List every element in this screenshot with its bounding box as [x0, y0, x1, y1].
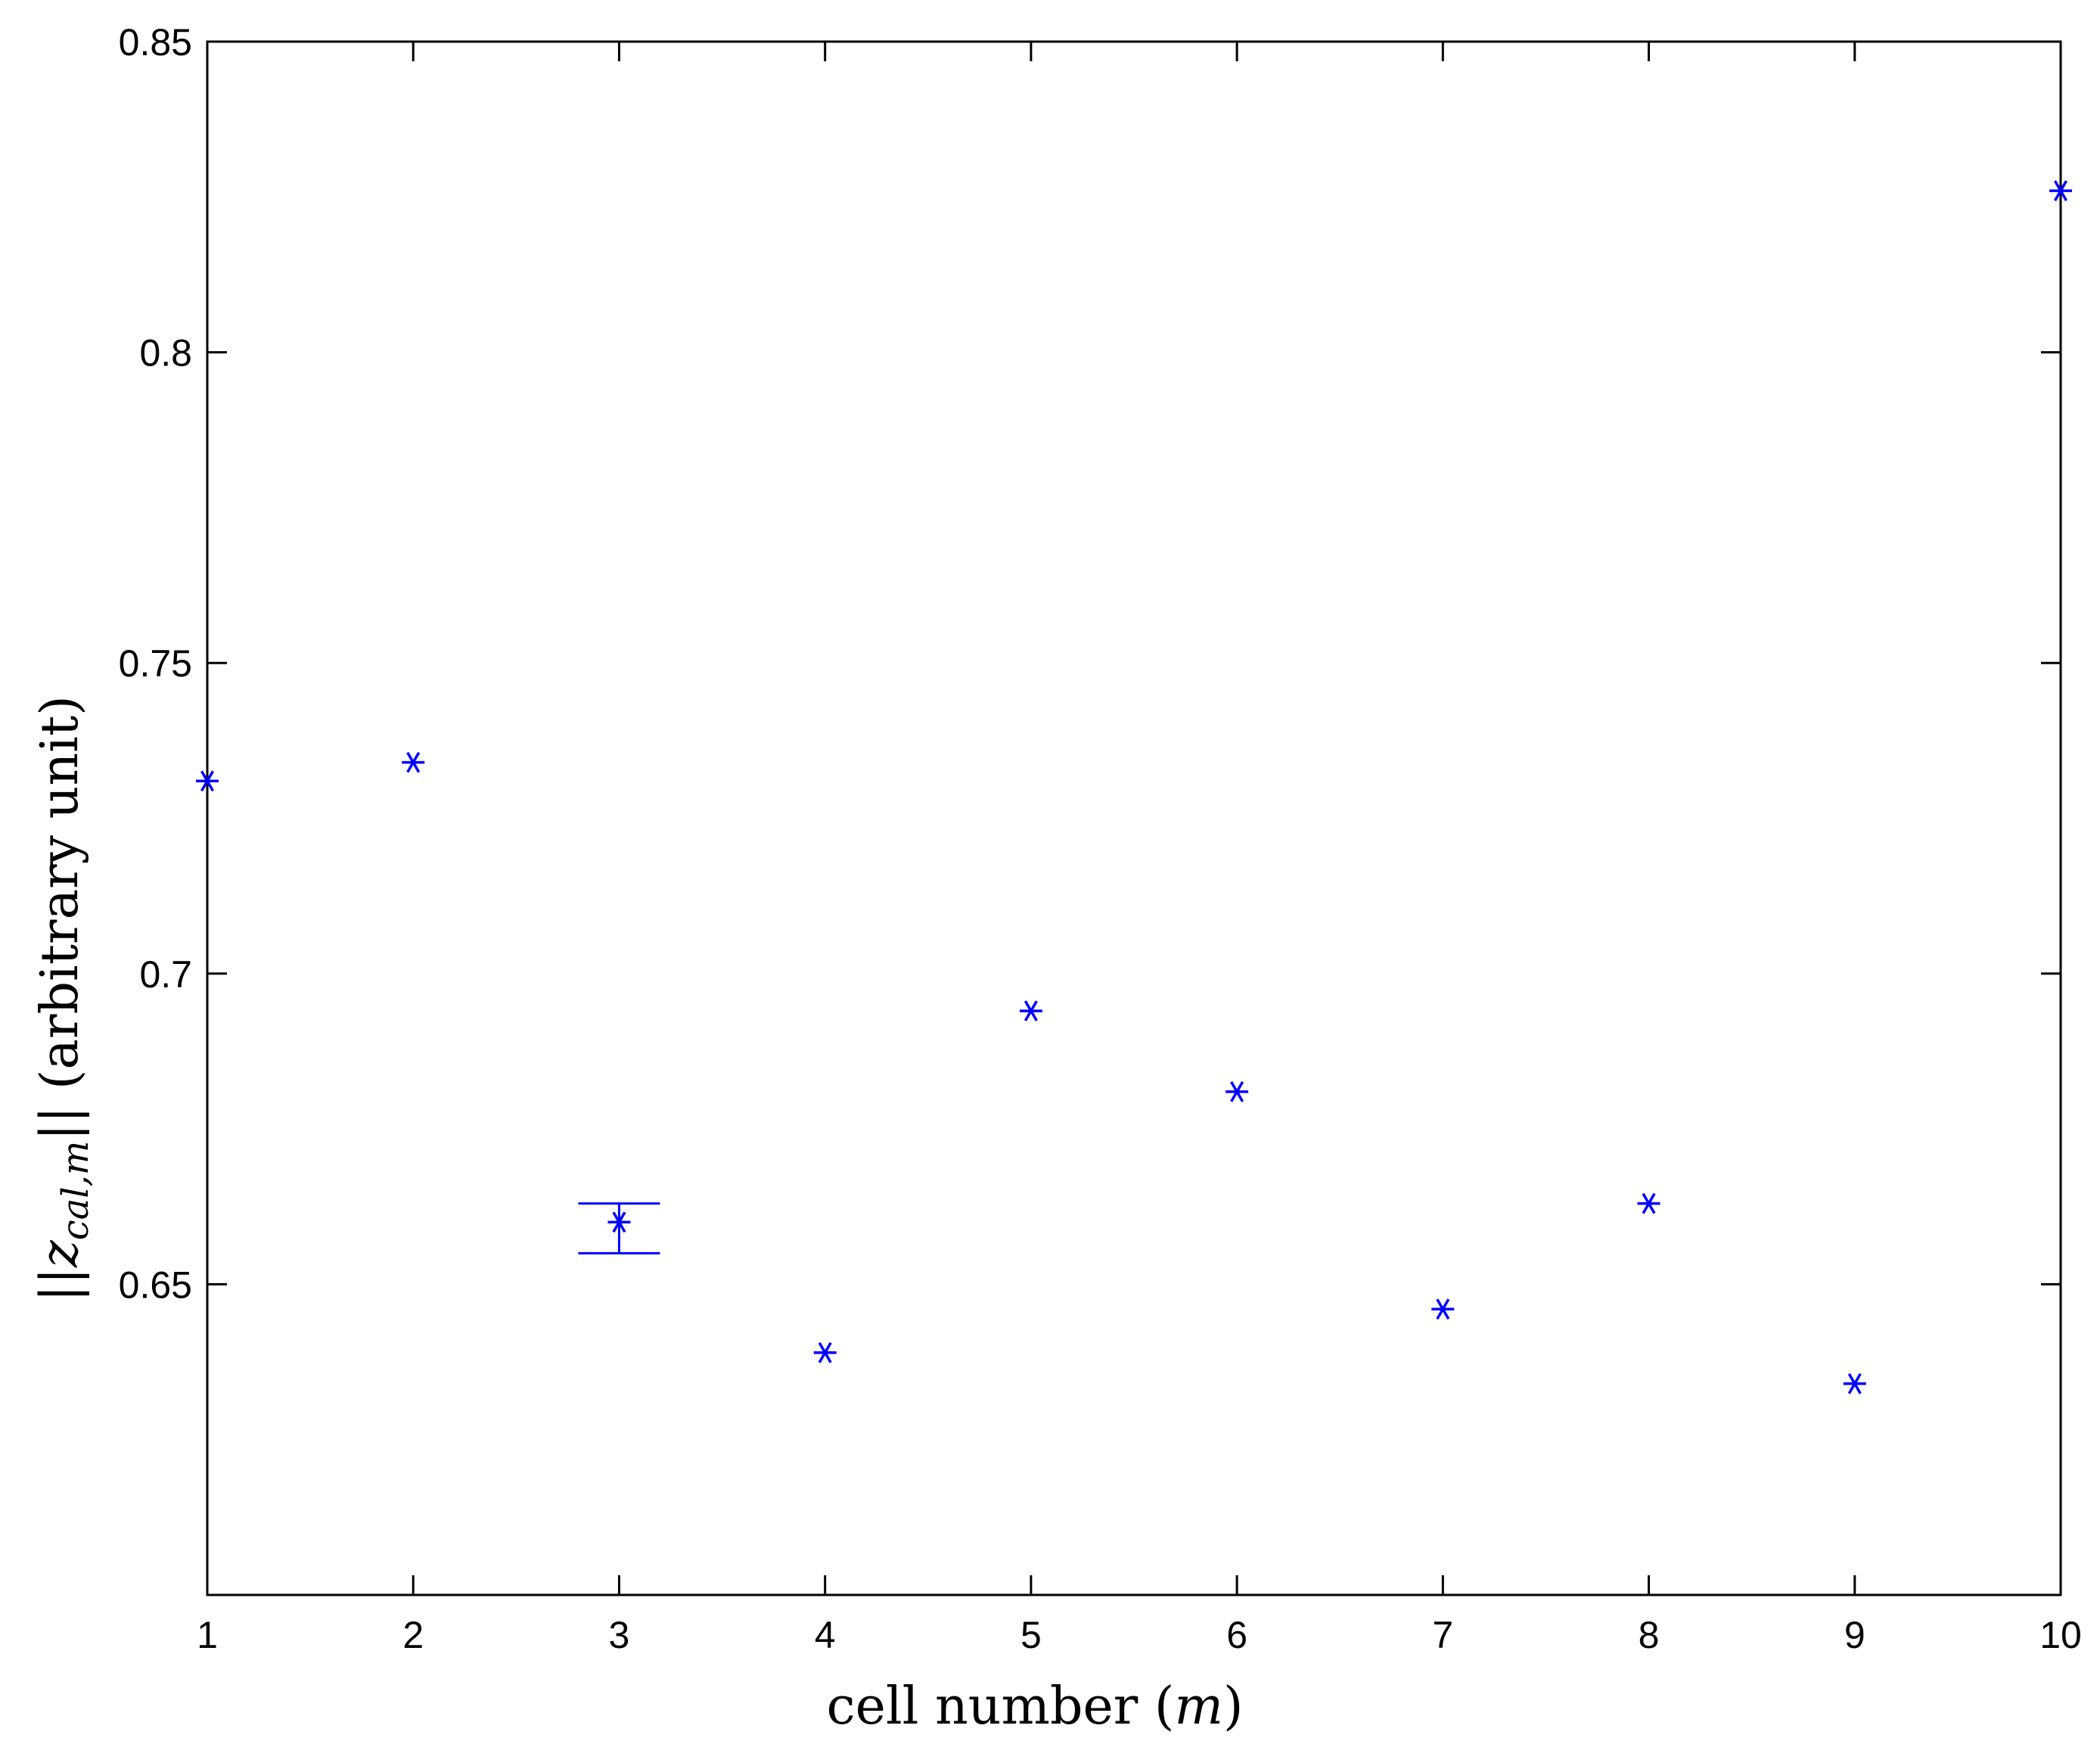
data-point	[1019, 1000, 1042, 1021]
x-tick-label: 5	[1020, 1614, 1042, 1656]
plot-border	[206, 40, 2062, 1596]
x-tick-label: 1	[197, 1614, 218, 1656]
data-points	[196, 180, 2072, 1394]
y-tick-label: 0.8	[139, 332, 192, 375]
x-tick-label: 8	[1639, 1614, 1660, 1656]
data-point	[402, 751, 425, 773]
x-tick-label: 6	[1226, 1614, 1247, 1656]
x-tick-label: 3	[609, 1614, 630, 1656]
y-axis-title: ||zcal,m|| (arbitrary unit)	[30, 695, 97, 1302]
x-tick-label: 7	[1432, 1614, 1453, 1656]
axis-tick-labels: 1 2 3 4 5 6 7 8 9 10 0.65 0.7 0.75 0.8 0.85	[119, 21, 2082, 1656]
y-tick-label: 0.65	[119, 1264, 192, 1306]
data-point	[607, 1211, 631, 1233]
data-point	[1226, 1080, 1249, 1102]
data-point	[196, 770, 219, 792]
data-point	[1431, 1298, 1455, 1320]
plot-area	[206, 40, 2062, 1596]
x-tick-label: 2	[402, 1614, 424, 1656]
data-point	[813, 1341, 837, 1363]
x-tick-label: 9	[1844, 1614, 1865, 1656]
data-point	[2049, 180, 2072, 201]
data-point	[1843, 1373, 1866, 1394]
x-tick-label: 4	[815, 1614, 836, 1656]
y-tick-label: 0.85	[119, 21, 192, 64]
y-tick-label: 0.75	[119, 642, 192, 685]
axis-ticks	[206, 40, 2062, 1595]
x-tick-label: 10	[2039, 1614, 2082, 1656]
y-tick-label: 0.7	[139, 953, 192, 996]
data-point	[1637, 1192, 1660, 1214]
error-bars	[578, 1202, 660, 1254]
x-axis-title: cell number (m)	[827, 1677, 1244, 1736]
